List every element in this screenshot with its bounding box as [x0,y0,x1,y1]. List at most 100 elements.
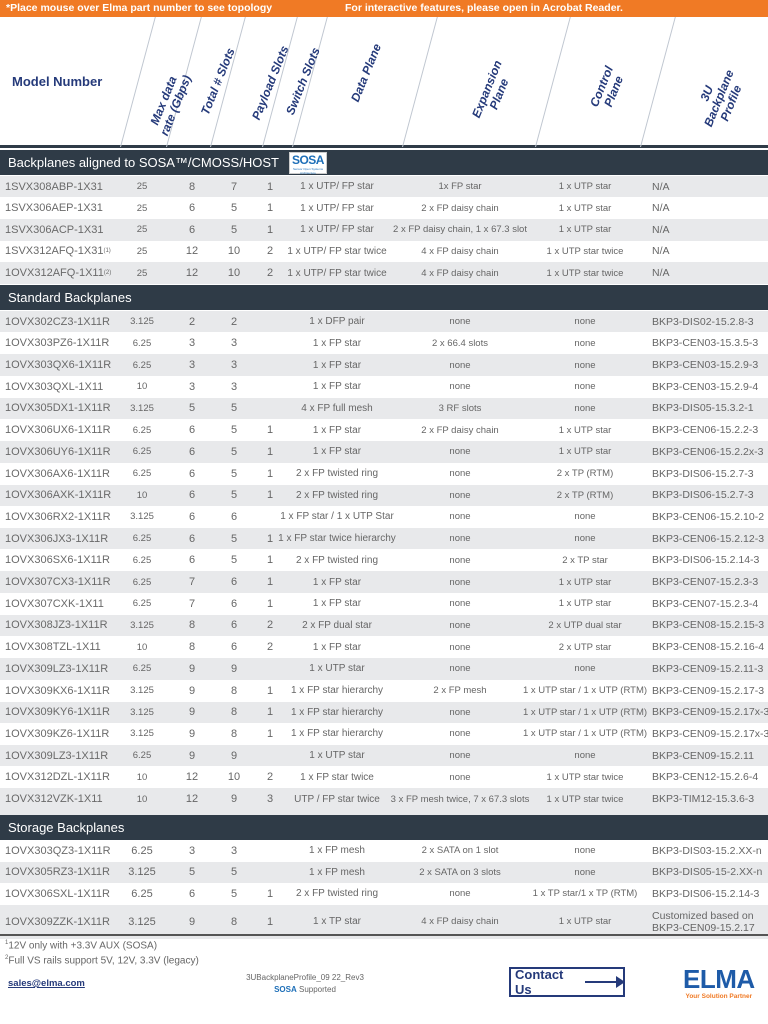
model-number-link[interactable]: 1SVX308ABP-1X31 [5,180,103,193]
max-data-rate: 6.25 [132,663,152,675]
data-plane: 1 x FP mesh [309,866,365,878]
table-row: 1OVX307CX3-1X11R 6.25 7 6 1 1 x FP star none 1 … [0,571,768,593]
max-data-rate: 6.25 [131,887,153,900]
max-data-rate: 25 [136,202,148,214]
model-number-link[interactable]: 1OVX303QXL-1X11 [5,380,104,393]
control-plane: 1 x UTP star / 1 x UTP (RTM) [522,685,648,697]
switch-slots: 2 [266,245,274,258]
payload-slots: 5 [230,489,238,502]
model-number-link[interactable]: 1OVX312DZL-1X11R [5,771,110,784]
payload-slots: 3 [230,844,238,857]
total-slots: 6 [188,223,196,236]
control-plane: none [574,402,596,414]
control-plane: 2 x TP star [562,554,608,566]
model-number-link[interactable]: 1OVX303QZ3-1X11R [5,844,111,857]
column-header-control-plane: Control Plane [587,64,627,109]
backplane-profile: BKP3-CEN09-15.2.17x-3 [652,706,768,719]
model-number-link[interactable]: 1OVX306UY6-1X11R [5,445,111,458]
model-number-link[interactable]: 1OVX308JZ3-1X11R [5,619,108,632]
expansion-plane: 2 x FP mesh [433,685,487,697]
switch-slots: 1 [266,576,274,589]
expansion-plane: none [449,489,471,501]
model-number-link[interactable]: 1SVX306ACP-1X31 [5,223,104,236]
model-number-link[interactable]: 1OVX309LZ3-1X11R [5,749,109,762]
max-data-rate: 6.25 [132,468,152,480]
model-number-link[interactable]: 1OVX307CX3-1X11R [5,576,111,589]
data-plane: 1 x UTP/ FP star [300,181,374,193]
document-id: 3UBackplaneProfile_09 22_Rev3 SOSA Suppo… [230,972,380,996]
total-slots: 9 [188,749,196,762]
switch-slots: 2 [266,771,274,784]
table-row: 1OVX309KY6-1X11R 3.125 9 8 1 1 x FP star hier… [0,701,768,723]
table-row: 1SVX312AFQ-1X31 (1) 25 12 10 2 1 x UTP/ FP sta… [0,241,768,262]
table-row: 1OVX312AFQ-1X11 (2) 25 12 10 2 1 x UTP/ FP sta… [0,262,768,284]
section-header-sosa: Backplanes aligned to SOSA™/CMOSS/HOST S… [0,150,768,175]
control-plane: 2 x UTP dual star [548,619,622,631]
control-plane: 1 x UTP star [558,424,612,436]
model-number-link[interactable]: 1OVX303QX6-1X11R [5,359,112,372]
payload-slots: 5 [230,424,238,437]
data-plane: 1 x FP star [312,381,362,393]
backplane-profile: BKP3-DIS06-15.2.14-3 [652,554,760,567]
model-number-link[interactable]: 1SVX306AEP-1X31 [5,202,103,215]
model-number-link[interactable]: 1OVX308TZL-1X11 [5,641,101,654]
model-number-link[interactable]: 1OVX305RZ3-1X11R [5,866,110,879]
row-padding [0,809,768,815]
expansion-plane: 2 x SATA on 3 slots [419,866,501,878]
backplane-profile: BKP3-CEN06-15.2.2x-3 [652,445,764,458]
expansion-plane: 2 x FP daisy chain, 1 x 67.3 slot [393,224,527,236]
model-number-link[interactable]: 1SVX312AFQ-1X31 (1) [5,245,111,258]
data-plane: 1 x FP star [312,446,362,458]
control-plane: 1 x TP star/1 x TP (RTM) [532,888,638,900]
model-number-link[interactable]: 1OVX312AFQ-1X11 (2) [5,267,112,280]
backplane-profile: BKP3-CEN03-15.2.9-3 [652,359,759,372]
max-data-rate: 6.25 [132,337,152,349]
model-number-link[interactable]: 1OVX302CZ3-1X11R [5,315,110,328]
model-number-link[interactable]: 1OVX306UX6-1X11R [5,424,111,437]
data-plane: 2 x FP twisted ring [295,468,379,480]
model-number-link[interactable]: 1OVX306SX6-1X11R [5,554,110,567]
expansion-plane: none [449,533,471,545]
control-plane: 1 x UTP star [558,576,612,588]
data-plane: 1 x FP star twice [300,771,374,783]
contact-us-button[interactable]: Contact Us [509,967,625,997]
model-number-link[interactable]: 1OVX309ZZK-1X11R [5,915,110,928]
backplane-profile: N/A [652,223,670,236]
backplane-profile: BKP3-CEN06-15.2.12-3 [652,532,765,545]
model-number-link[interactable]: 1OVX306RX2-1X11R [5,510,111,523]
footnotes: 112V only with +3.3V AUX (SOSA) 2Full VS… [5,937,199,968]
control-plane: 1 x UTP star [558,224,612,236]
model-number-link[interactable]: 1OVX307CXK-1X11 [5,597,104,610]
total-slots: 12 [185,267,199,280]
model-number-link[interactable]: 1OVX305DX1-1X11R [5,402,111,415]
model-number-link[interactable]: 1OVX309KZ6-1X11R [5,727,110,740]
model-number-link[interactable]: 1OVX309KY6-1X11R [5,706,110,719]
backplane-profile: BKP3-CEN03-15.2.9-4 [652,380,759,393]
model-number-link[interactable]: 1OVX309LZ3-1X11R [5,662,109,675]
model-number-link[interactable]: 1OVX303PZ6-1X11R [5,337,110,350]
table-row: 1OVX306JX3-1X11R 6.25 6 5 1 1 x FP star twice… [0,528,768,550]
footnote-2: 2Full VS rails support 5V, 12V, 3.3V (le… [5,955,199,967]
model-number-link[interactable]: 1OVX306AXK-1X11R [5,489,112,502]
backplane-profile: Customized based on BKP3-CEN09-15.2.17 [652,909,755,934]
data-plane: 1 x FP star twice hierarchy [278,533,396,545]
payload-slots: 8 [230,684,238,697]
expansion-plane: none [449,888,471,900]
table-row: 1OVX302CZ3-1X11R 3.125 2 2 1 x DFP pair none n… [0,311,768,333]
total-slots: 8 [188,180,196,193]
data-plane: 1 x UTP star [309,750,365,762]
model-number-link[interactable]: 1OVX306JX3-1X11R [5,532,109,545]
max-data-rate: 3.125 [130,402,154,414]
control-plane: none [574,381,596,393]
max-data-rate: 6.25 [132,554,152,566]
sales-email-link[interactable]: sales@elma.com [8,978,85,989]
model-number-link[interactable]: 1OVX306AX6-1X11R [5,467,110,480]
model-number-link[interactable]: 1OVX306SXL-1X11R [5,887,110,900]
total-slots: 6 [188,202,196,215]
max-data-rate: 6.25 [131,844,153,857]
payload-slots: 5 [230,532,238,545]
model-number-link[interactable]: 1OVX309KX6-1X11R [5,684,110,697]
control-plane: none [574,866,596,878]
model-number-link[interactable]: 1OVX312VZK-1X11 [5,793,103,806]
data-plane: 1 x FP mesh [309,845,365,857]
